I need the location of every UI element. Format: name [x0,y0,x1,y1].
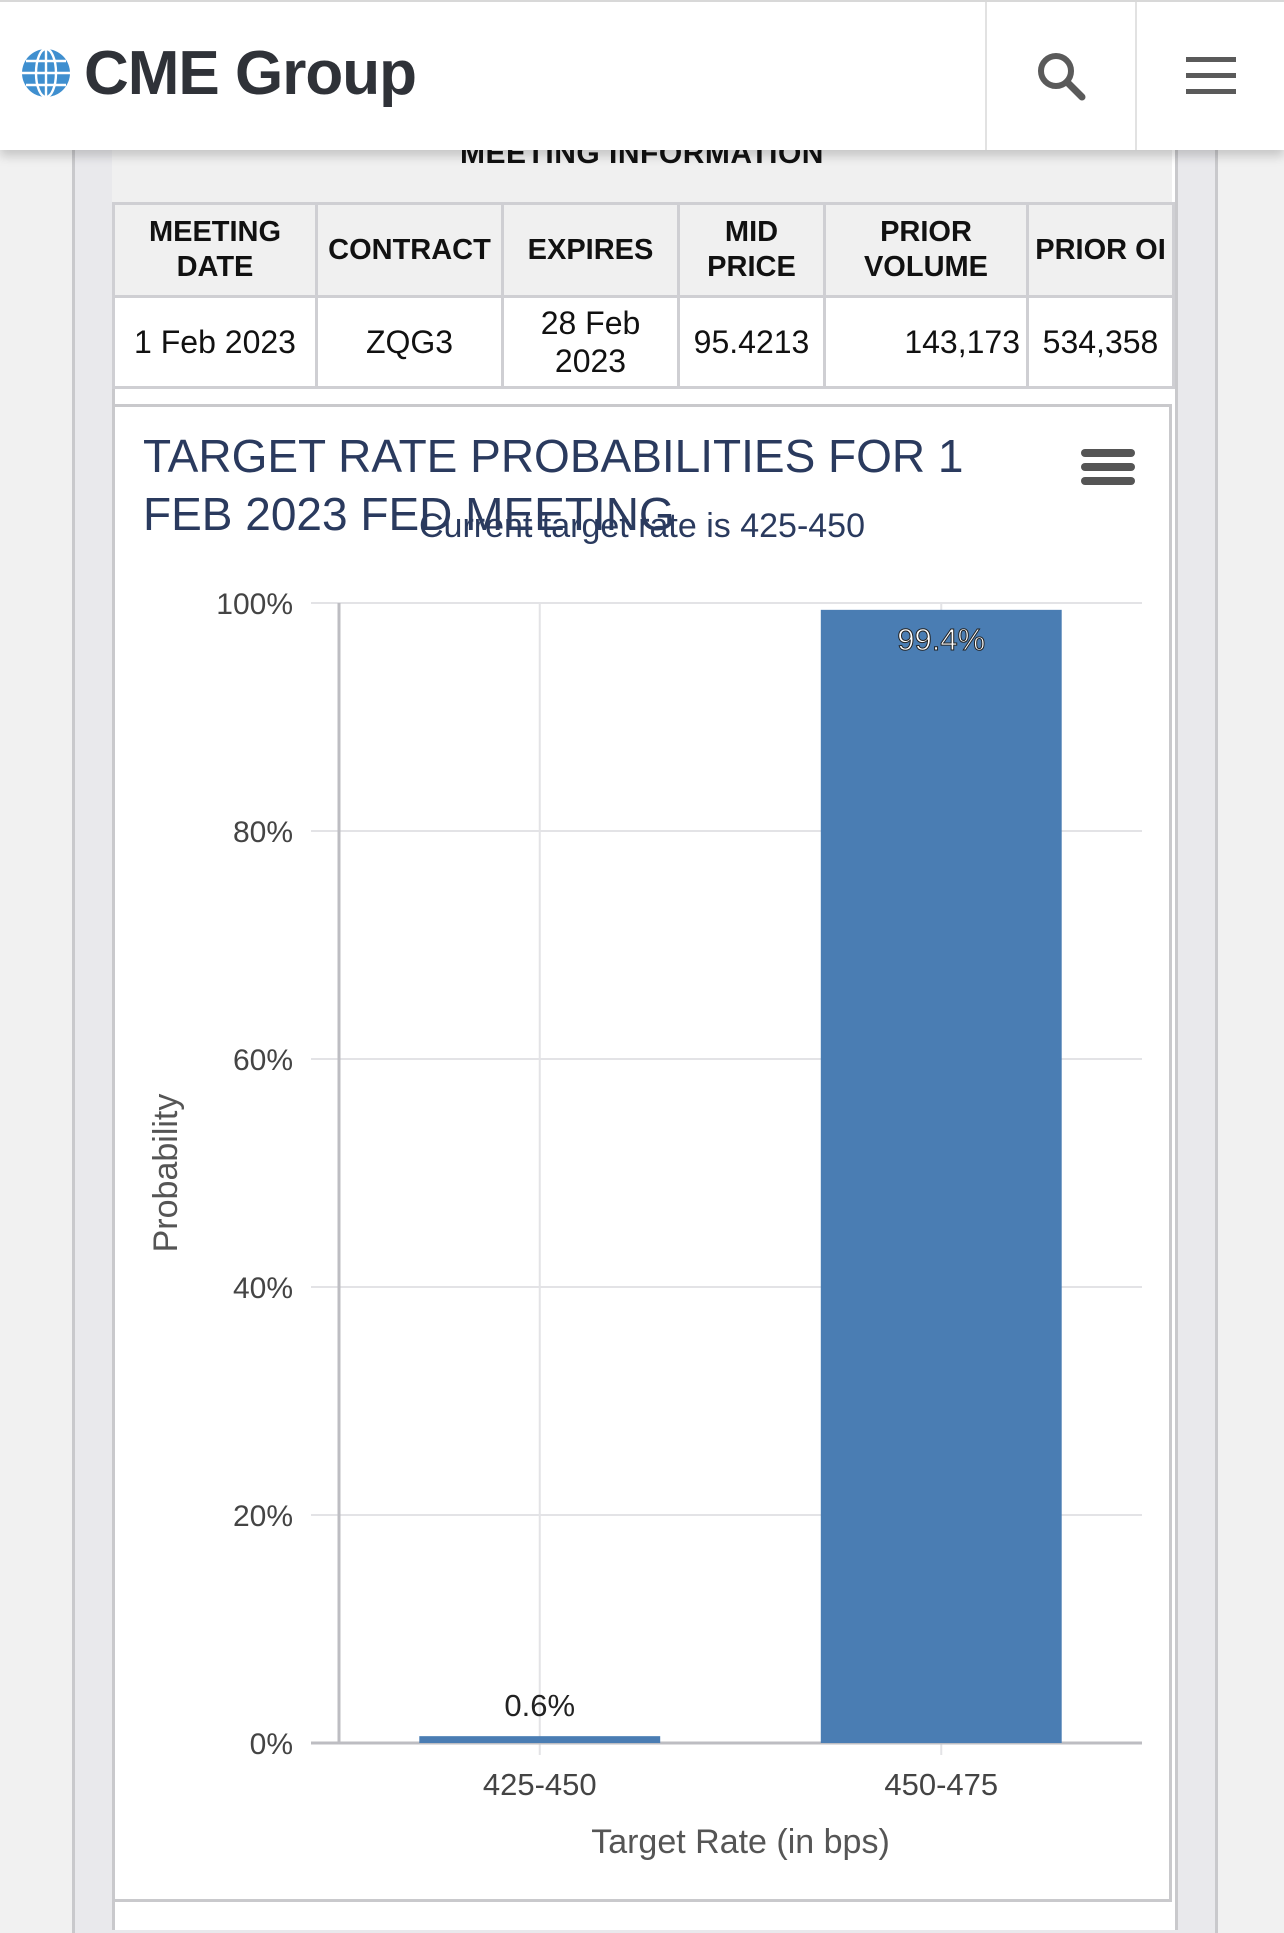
cell-meeting-date: 1 Feb 2023 [112,295,318,389]
globe-icon [22,47,70,99]
x-tick-label: 450-475 [884,1767,998,1802]
y-tick-label: 20% [233,1500,293,1533]
y-tick-label: 60% [233,1044,293,1077]
meeting-info-table: MEETING DATE CONTRACT EXPIRES MID PRICE … [112,202,1175,389]
header-expires: EXPIRES [501,202,680,298]
y-tick-label: 80% [233,816,293,849]
site-header: CME Group [0,0,1284,150]
cme-logo[interactable]: CME Group [20,38,417,108]
search-button[interactable] [985,2,1135,150]
cell-expires-text: 28 Feb 2023 [540,305,641,379]
header-prior-volume: PRIOR VOLUME [823,202,1029,298]
chart-subtitle: Current target rate is 425-450 [418,507,866,545]
y-tick-label: 40% [233,1272,293,1305]
x-axis-title: Target Rate (in bps) [591,1823,890,1861]
hamburger-menu-icon [1186,57,1236,94]
chart-panel: TARGET RATE PROBABILITIES FOR 1 FEB 2023… [112,404,1172,1902]
bar-chart: 0% 20% 40% 60% 80% 100% 0.6% 425-450 99.4% 450-47… [147,588,1142,1861]
main-menu-button[interactable] [1135,2,1284,150]
chart-title: TARGET RATE PROBABILITIES FOR 1 FEB 2023… [143,430,964,540]
search-icon [1038,53,1086,101]
data-label: 99.4% [897,622,985,657]
cell-contract: ZQG3 [315,295,504,389]
table-header-row: MEETING DATE CONTRACT EXPIRES MID PRICE … [112,202,1175,298]
header-contract: CONTRACT [315,202,504,298]
header-meeting-date: MEETING DATE [112,202,318,298]
cell-prior-oi: 534,358 [1026,295,1175,389]
bar-425-450 [419,1736,661,1743]
cell-prior-volume: 143,173 [823,295,1029,389]
logo-text: CME Group [84,38,417,108]
header-prior-oi: PRIOR OI [1026,202,1175,298]
header-mid-price: MID PRICE [677,202,826,298]
y-axis-title: Probability [147,1094,185,1253]
bar-450-475 [820,609,1062,1743]
data-label: 0.6% [504,1688,575,1723]
y-tick-label: 100% [216,588,293,621]
chart-context-menu-icon[interactable] [1081,449,1135,493]
x-tick-label: 425-450 [483,1767,597,1802]
cell-mid-price: 95.4213 [677,295,826,389]
y-tick-label: 0% [250,1728,293,1761]
cell-expires: 28 Feb 2023 [501,295,680,389]
table-row: 1 Feb 2023 ZQG3 28 Feb 2023 95.4213 143,… [112,295,1175,389]
